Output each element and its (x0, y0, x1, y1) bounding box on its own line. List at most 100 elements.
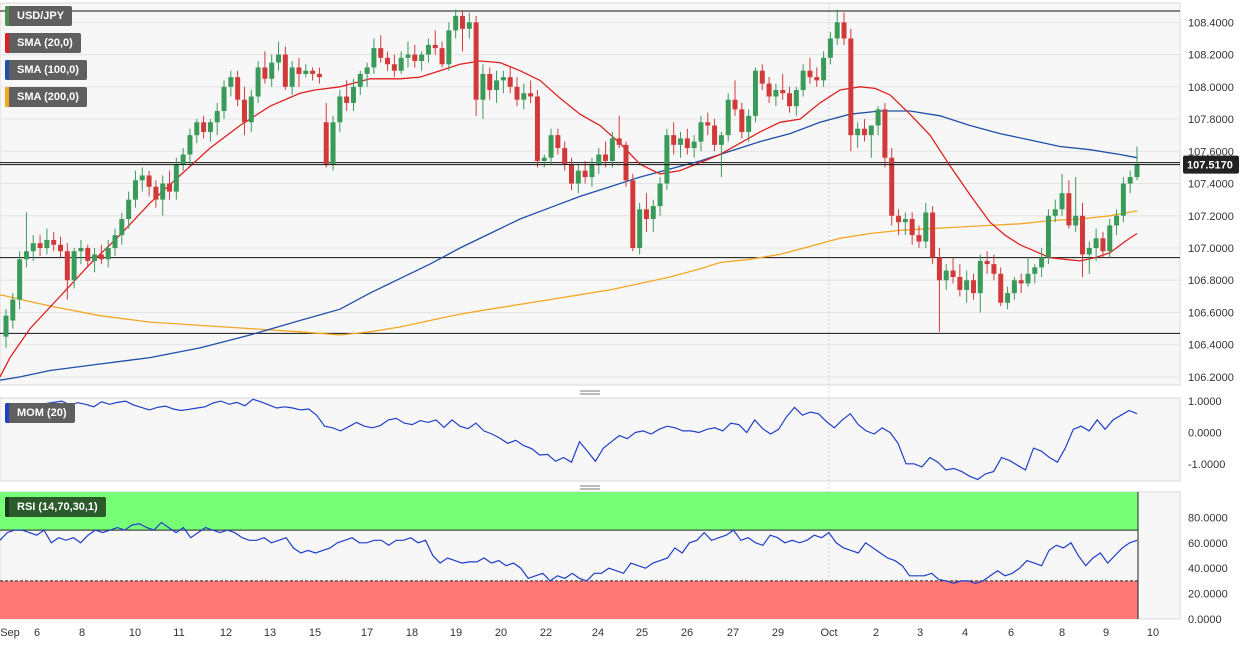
candle (793, 86, 799, 116)
legend-sma20[interactable]: SMA (20,0) (5, 33, 81, 53)
x-tick-label: 29 (772, 627, 784, 639)
candle (909, 212, 915, 245)
candle (528, 80, 534, 103)
candle-body (432, 44, 438, 49)
x-tick-label: 20 (495, 627, 507, 639)
candle-body (1127, 177, 1133, 184)
legend-sma200[interactable]: SMA (200,0) (5, 87, 87, 107)
candle-body (609, 138, 615, 161)
candle (453, 9, 459, 39)
candle-body (977, 260, 983, 294)
price-tick-label: 107.8000 (1188, 114, 1234, 126)
candle-body (357, 73, 363, 87)
candle-body (1025, 273, 1031, 284)
candle-body (439, 48, 445, 65)
candle (494, 70, 500, 103)
candle (262, 51, 268, 84)
candle (64, 243, 70, 300)
candle (296, 57, 302, 87)
candle-body (446, 30, 452, 65)
candle (425, 38, 431, 63)
candle (957, 264, 963, 297)
candle (787, 86, 793, 113)
candle-body (276, 54, 282, 63)
candle-body (1032, 267, 1038, 274)
candle (337, 90, 343, 132)
candle-body (167, 183, 173, 192)
last-price-tag (1183, 155, 1239, 174)
candle (58, 236, 64, 258)
rsi-tick-label: 20.0000 (1188, 589, 1228, 601)
candle-body (514, 86, 520, 100)
legend-usdjpy[interactable]: USD/JPY (5, 6, 73, 26)
mom-tick-label: 0.0000 (1188, 427, 1222, 439)
price-tick-label: 107.4000 (1188, 179, 1234, 191)
price-tick-label: 106.8000 (1188, 275, 1234, 287)
candle-body (316, 73, 322, 78)
candle (44, 228, 50, 255)
candle (596, 148, 602, 174)
candle-body (126, 199, 132, 219)
candle (936, 247, 942, 332)
candle-body (23, 251, 29, 260)
legend-swatch-sma20 (5, 33, 9, 53)
candle-body (330, 122, 336, 165)
candle-body (296, 67, 302, 74)
candle (71, 247, 77, 289)
rsi-pane-title: RSI (14,70,30,1) (17, 501, 98, 513)
x-tick-label: 26 (681, 627, 693, 639)
candle-body (419, 54, 425, 62)
candle-body (793, 90, 799, 107)
candle (664, 128, 670, 190)
candle (555, 128, 561, 155)
candle (241, 86, 247, 136)
candle-body (548, 135, 554, 158)
legend-label-sma200: SMA (200,0) (17, 91, 79, 103)
candle (827, 32, 833, 65)
candle (1011, 277, 1017, 300)
x-tick-label: 9 (1103, 627, 1109, 639)
candle-body (1073, 215, 1079, 226)
candle (487, 67, 493, 100)
candle (896, 209, 902, 236)
candle (950, 257, 956, 284)
candle-body (323, 122, 329, 165)
candle-body (664, 135, 670, 184)
candle (998, 267, 1004, 307)
candle-body (1107, 225, 1113, 252)
candle (187, 128, 193, 165)
candle-body (473, 22, 479, 100)
candle-body (459, 15, 465, 29)
candle-body (657, 183, 663, 207)
candle-body (630, 180, 636, 248)
mom-label-swatch (5, 403, 9, 423)
candle (732, 80, 738, 116)
candle (684, 128, 690, 155)
candle-body (841, 22, 847, 39)
rsi-oversold-band (0, 580, 1138, 619)
candle (473, 15, 479, 116)
candle (541, 154, 547, 168)
mom-pane-label[interactable]: MOM (20) (5, 403, 75, 423)
rsi-tick-label: 0.0000 (1188, 614, 1222, 626)
candle-body (637, 209, 643, 248)
candle (385, 51, 391, 71)
candle-body (255, 67, 261, 97)
candle (875, 106, 881, 136)
candle-body (650, 206, 656, 219)
candle (289, 61, 295, 95)
candle (548, 128, 554, 165)
candle (1045, 209, 1051, 265)
candle-body (623, 144, 629, 181)
candle (889, 148, 895, 226)
candle (507, 67, 513, 94)
candle (712, 119, 718, 152)
legend-sma100[interactable]: SMA (100,0) (5, 60, 87, 80)
candle (1079, 202, 1085, 278)
candle-body (1086, 247, 1092, 255)
candle-body (405, 54, 411, 58)
candle-body (739, 109, 745, 132)
rsi-pane-label[interactable]: RSI (14,70,30,1) (5, 497, 106, 517)
x-tick-label: Sep (0, 627, 20, 639)
candle-body (1059, 193, 1065, 210)
